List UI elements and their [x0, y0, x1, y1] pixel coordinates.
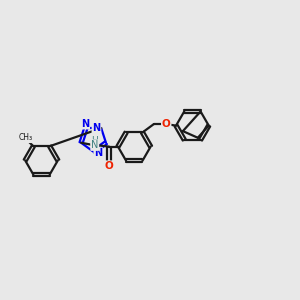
Text: N: N — [92, 122, 101, 133]
Text: CH₃: CH₃ — [18, 134, 32, 142]
Text: O: O — [162, 119, 171, 129]
Text: O: O — [105, 161, 113, 171]
Text: N: N — [91, 140, 98, 150]
Text: H: H — [92, 136, 98, 145]
Text: N: N — [94, 148, 102, 158]
Text: N: N — [81, 119, 89, 129]
